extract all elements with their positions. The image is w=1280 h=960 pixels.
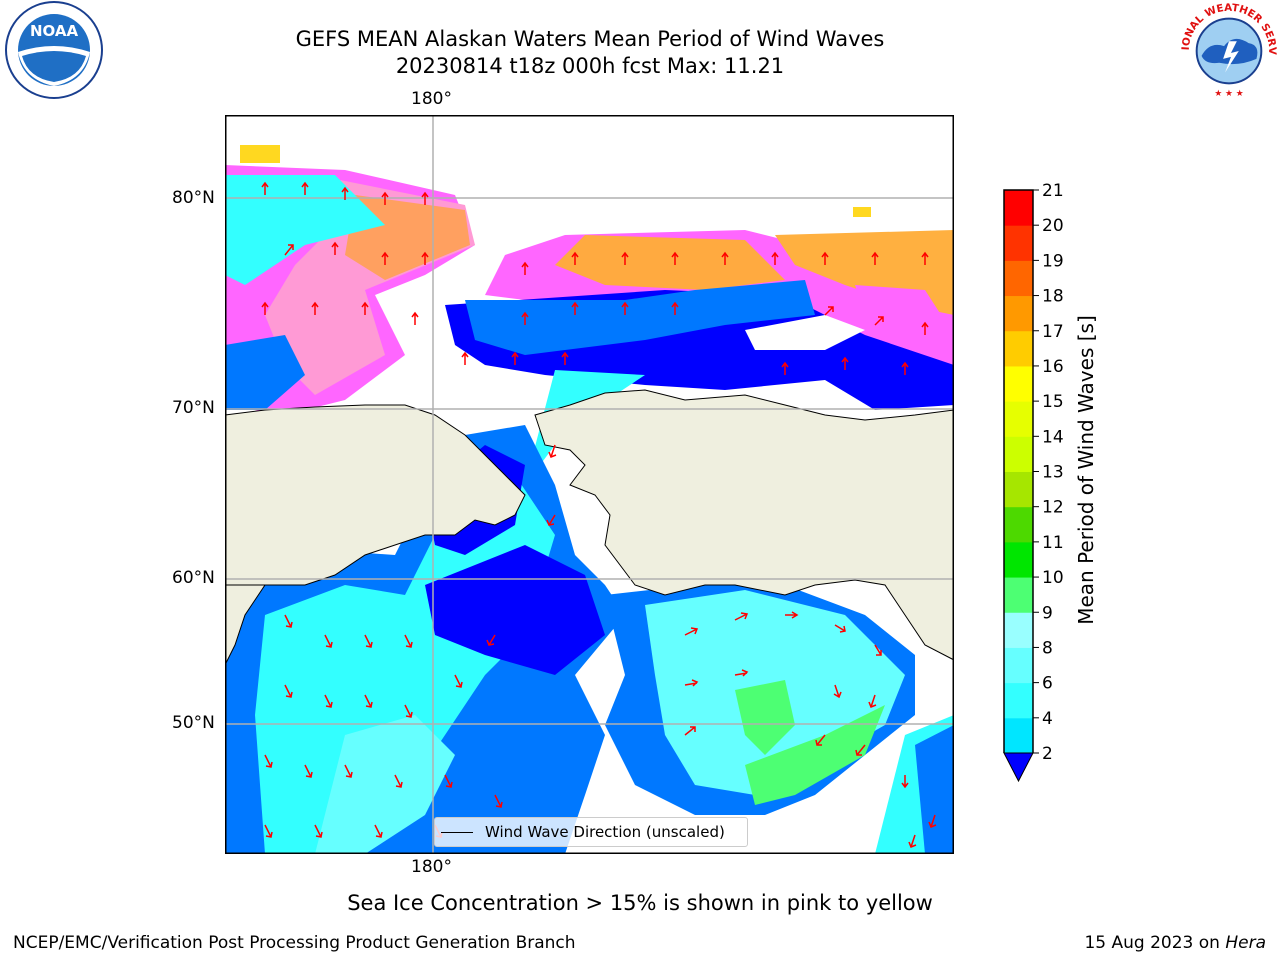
kamchatka-landmass [225, 584, 266, 666]
colorbar-tick-label: 15 [1042, 392, 1064, 412]
colorbar-tick-label: 16 [1042, 357, 1064, 377]
lat-tick-70: 70°N [172, 398, 215, 418]
colorbar-tick-label: 20 [1042, 216, 1064, 236]
footer-date: 15 Aug 2023 on Hera [1084, 933, 1266, 953]
colorbar-band [1004, 365, 1033, 402]
colorbar-tick-label: 9 [1042, 603, 1053, 623]
graticule [225, 115, 954, 854]
colorbar-band [1004, 295, 1033, 332]
lat-tick-80: 80°N [172, 188, 215, 208]
legend-label: Wind Wave Direction (unscaled) [485, 823, 725, 841]
lat-tick-50: 50°N [172, 713, 215, 733]
colorbar-band [1004, 541, 1033, 578]
wave-period-map [225, 115, 954, 854]
colorbar-band [1004, 436, 1033, 472]
nws-logo: NATIONAL WEATHER SERVICE ★ ★ ★ [1180, 2, 1278, 99]
colorbar-band [1004, 330, 1033, 367]
wave-period-field [225, 175, 954, 854]
colorbar-band [1004, 717, 1033, 754]
colorbar-band [1004, 577, 1033, 613]
colorbar-tick-label: 19 [1042, 251, 1064, 271]
colorbar-tick-label: 6 [1042, 674, 1053, 694]
colorbar-tick-label: 8 [1042, 638, 1053, 658]
colorbar-tick-label: 18 [1042, 287, 1064, 307]
noaa-logo-word: NOAA [30, 22, 79, 40]
map-subtitle: 20230814 t18z 000h fcst Max: 11.21 [395, 54, 785, 78]
sea-ice-note: Sea Ice Concentration > 15% is shown in … [347, 891, 933, 915]
colorbar-tick-label: 11 [1042, 533, 1064, 553]
map-legend: Wind Wave Direction (unscaled) [434, 817, 748, 847]
colorbar-band [1004, 225, 1033, 261]
colorbar-band [1004, 401, 1033, 437]
noaa-logo: NOAA [5, 1, 103, 99]
colorbar-extend [1003, 752, 1034, 783]
legend-line-icon [441, 831, 473, 833]
map-border [225, 115, 954, 854]
map-title: GEFS MEAN Alaskan Waters Mean Period of … [295, 27, 885, 51]
colorbar-band [1004, 612, 1033, 648]
colorbar-band [1004, 190, 1033, 226]
colorbar-band [1004, 506, 1033, 543]
colorbar-tick-label: 10 [1042, 568, 1064, 588]
colorbar-tick-label: 21 [1042, 181, 1064, 201]
alaska-landmass [534, 389, 954, 661]
colorbar-tick-label: 12 [1042, 498, 1064, 518]
colorbar: 2 4 6 8 9 10 11 12 13 14 15 16 17 18 19 20 21 [1003, 181, 1064, 783]
colorbar-band [1004, 647, 1033, 684]
colorbar-tick-label: 17 [1042, 322, 1064, 342]
colorbar-tick-label: 4 [1042, 709, 1053, 729]
svg-text:★ ★ ★: ★ ★ ★ [1214, 89, 1243, 99]
siberia-landmass [225, 404, 526, 586]
footer-machine: Hera [1225, 933, 1266, 953]
colorbar-tick-label: 14 [1042, 427, 1064, 447]
colorbar-tick-label: 13 [1042, 463, 1064, 483]
colorbar-tick-label: 2 [1042, 744, 1053, 764]
colorbar-band [1004, 682, 1033, 719]
lat-tick-60: 60°N [172, 568, 215, 588]
footer-organization: NCEP/EMC/Verification Post Processing Pr… [13, 933, 576, 953]
lon-tick-bottom: 180° [411, 857, 452, 877]
colorbar-band [1004, 260, 1033, 297]
lon-tick-top: 180° [411, 89, 452, 109]
colorbar-band [1004, 471, 1033, 508]
